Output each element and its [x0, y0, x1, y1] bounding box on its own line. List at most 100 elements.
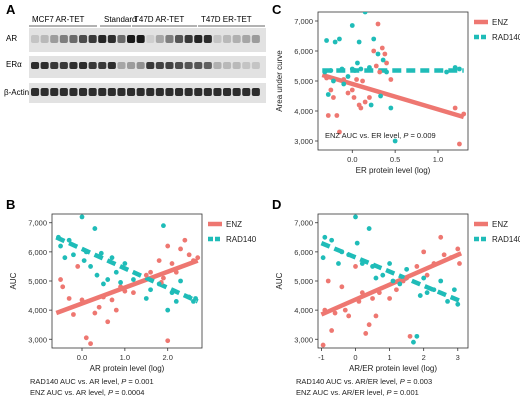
data-point-enz — [122, 288, 128, 294]
blot-band-ar — [155, 35, 164, 43]
data-point-rad140 — [378, 93, 383, 99]
data-point-enz — [379, 45, 385, 51]
data-point-enz — [358, 105, 364, 111]
data-point-rad140 — [353, 214, 358, 220]
blot-row-label-ar: AR — [6, 34, 17, 43]
data-point-enz — [404, 275, 410, 281]
data-point-rad140 — [62, 255, 68, 261]
blot-band-actin — [59, 88, 68, 96]
legend-label-rad140: RAD140 — [492, 235, 520, 244]
data-point-rad140 — [414, 333, 420, 339]
data-point-enz — [60, 284, 66, 290]
x-tick-label: 0.5 — [390, 155, 400, 164]
data-point-rad140 — [349, 23, 355, 28]
data-point-rad140 — [148, 287, 153, 293]
blot-band-actin — [232, 88, 241, 96]
blot-band-er — [194, 62, 203, 69]
data-point-rad140 — [358, 66, 364, 72]
y-tick-label: 7,000 — [294, 219, 313, 228]
data-point-rad140 — [324, 38, 329, 43]
data-point-rad140 — [392, 138, 398, 144]
data-point-rad140 — [371, 36, 377, 42]
chart-c: 3,000 4,000 5,000 6,000 7,000 0.0 0.5 1.0ER pro… — [275, 11, 520, 175]
x-axis-label: ER protein level (log) — [356, 166, 431, 175]
data-point-enz — [366, 322, 372, 328]
data-point-rad140 — [438, 278, 444, 284]
blot-row-label-er: ERα — [6, 60, 22, 69]
x-tick-label: 3 — [456, 353, 460, 362]
blot-band-er — [59, 62, 68, 69]
data-point-enz — [373, 313, 379, 319]
trend-line-rad140 — [320, 241, 463, 304]
data-point-enz — [83, 335, 89, 341]
data-point-rad140 — [397, 281, 403, 287]
blot-group-label-t47d-ar: T47D AR-TET — [134, 15, 184, 24]
blot-band-ar — [136, 35, 145, 43]
data-point-rad140 — [384, 69, 389, 75]
data-point-rad140 — [98, 250, 104, 256]
blot-band-ar — [69, 35, 78, 43]
data-point-rad140 — [424, 290, 430, 296]
data-point-rad140 — [388, 105, 394, 111]
data-point-enz — [360, 78, 365, 84]
chart-b: 3,000 4,000 5,000 6,000 7,000 0.0 1.0 2.0 AR pro… — [9, 213, 257, 397]
blot-band-ar — [242, 35, 251, 43]
blot-band-ar — [79, 35, 88, 43]
blot-group-label-t47d-er: T47D ER-TET — [201, 15, 252, 24]
blot-band-ar — [251, 35, 260, 43]
data-point-enz — [370, 296, 375, 301]
data-point-enz — [334, 113, 340, 118]
data-point-rad140 — [332, 39, 338, 45]
data-point-enz — [328, 87, 334, 93]
data-point-enz — [165, 338, 171, 344]
annotation-text: ENZ AUC vs. ER level, P = 0.009 — [325, 131, 436, 140]
x-axis-label: AR/ER protein level (log) — [349, 364, 437, 373]
data-point-rad140 — [417, 293, 423, 298]
blot-band-ar — [59, 35, 68, 43]
data-point-rad140 — [404, 266, 410, 272]
data-point-rad140 — [109, 255, 115, 261]
data-point-enz — [191, 258, 196, 264]
data-point-enz — [118, 284, 123, 290]
data-point-rad140 — [455, 301, 461, 307]
plot-area — [321, 12, 467, 147]
data-point-rad140 — [322, 234, 328, 240]
legend-label-rad140: RAD140 — [226, 235, 257, 244]
data-point-enz — [143, 272, 149, 278]
data-point-enz — [324, 75, 329, 81]
blot-band-er — [31, 62, 40, 69]
x-tick-label: 0.0 — [77, 353, 87, 362]
data-point-rad140 — [66, 237, 72, 243]
blot-band-er — [79, 62, 88, 69]
data-point-rad140 — [58, 243, 63, 249]
data-point-rad140 — [118, 280, 123, 285]
data-point-enz — [414, 264, 420, 269]
data-point-rad140 — [341, 81, 347, 87]
panel-letter-d: D — [272, 197, 281, 212]
data-point-enz — [178, 246, 183, 252]
data-point-rad140 — [336, 261, 341, 266]
data-point-rad140 — [156, 281, 162, 287]
blot-band-ar — [232, 35, 241, 43]
blot-band-er — [136, 62, 145, 69]
y-tick-label: 7,000 — [28, 219, 47, 228]
data-point-enz — [332, 310, 338, 316]
data-point-rad140 — [325, 92, 331, 97]
data-point-rad140 — [113, 269, 119, 275]
data-point-enz — [113, 307, 119, 313]
blot-band-actin — [175, 88, 184, 96]
blot-band-actin — [165, 88, 174, 96]
data-point-rad140 — [457, 66, 462, 72]
data-point-rad140 — [81, 258, 87, 264]
data-point-rad140 — [79, 214, 85, 220]
data-point-enz — [356, 298, 362, 304]
data-point-enz — [161, 275, 166, 281]
annotation-text: ENZ AUC vs. AR/ER level, P = 0.001 — [296, 388, 419, 397]
blot-band-er — [242, 62, 251, 69]
data-point-enz — [424, 272, 430, 278]
data-point-rad140 — [186, 294, 192, 300]
blot-band-actin — [107, 88, 116, 96]
data-point-rad140 — [362, 12, 368, 15]
blot-band-actin — [251, 88, 260, 96]
data-point-rad140 — [320, 255, 326, 261]
